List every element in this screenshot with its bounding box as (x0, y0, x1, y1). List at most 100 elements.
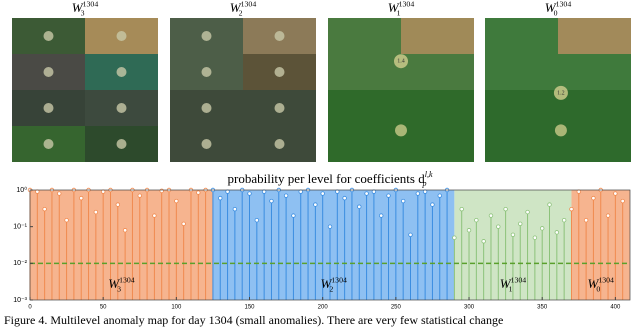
stem-head (254, 218, 260, 223)
sup: 1304 (598, 275, 614, 284)
stem-head (605, 213, 611, 218)
sub: 2 (329, 284, 333, 293)
stem-head (532, 235, 538, 240)
stem-head (181, 221, 186, 226)
stem-head (42, 206, 47, 212)
math-label: W1304 0 (545, 0, 572, 17)
base: W (230, 0, 242, 15)
base: W (500, 276, 512, 291)
plot-frame (29, 189, 631, 301)
stem-head (57, 191, 62, 196)
region-dot (274, 139, 285, 149)
math-label: W1304 0 (588, 275, 615, 293)
image-tile (328, 126, 401, 162)
y-tick-label: 10⁻³ (13, 297, 27, 304)
title-sup: l,k (425, 170, 433, 179)
sup: 1304 (83, 0, 99, 8)
image-tile (401, 126, 474, 162)
region-dot (201, 139, 212, 149)
region-dot (43, 139, 54, 149)
image-tile (401, 18, 474, 54)
sub: 0 (554, 8, 558, 17)
marker (395, 124, 407, 137)
caption: Figure 4. Multilevel anomaly map for day… (4, 313, 503, 327)
sub: 2 (239, 8, 243, 17)
stem-head (408, 232, 413, 238)
sub: 1 (397, 8, 401, 17)
stem-head (613, 191, 618, 196)
stem-head (386, 193, 391, 198)
stem-head (488, 213, 494, 218)
stem-head (93, 209, 99, 215)
region-dot (43, 103, 54, 113)
x-tick-label: 400 (610, 305, 621, 311)
math-label: W1304 1 (500, 275, 527, 293)
x-tick-label: 200 (318, 305, 329, 311)
title-text: probability per level for coefficients d (228, 171, 426, 186)
stem-head (79, 195, 84, 201)
stem-head (225, 189, 230, 194)
stem-head (122, 228, 128, 233)
stem-head (159, 188, 164, 194)
stem-head (64, 218, 69, 223)
stem-head (218, 195, 223, 201)
y-tick-label: 10⁰ (16, 186, 27, 194)
stem-head (474, 218, 479, 223)
region-dot (116, 139, 127, 149)
region-dot (43, 67, 54, 77)
stem-head (554, 230, 560, 235)
chart-title: probability per level for coefficients d… (228, 170, 433, 188)
stem-head (481, 239, 486, 244)
stem-head (561, 218, 567, 223)
stem-head (320, 191, 325, 196)
stem-head (335, 189, 340, 194)
x-tick-label: 150 (245, 305, 256, 311)
stem-head (620, 198, 625, 204)
sup: 1304 (241, 0, 257, 8)
base: W (388, 0, 400, 15)
region-dot (201, 31, 212, 41)
x-tick-label: 300 (464, 305, 475, 311)
stem-head (115, 202, 121, 207)
stem-head (357, 204, 362, 209)
stem-head (174, 198, 179, 204)
region-dot (116, 103, 127, 113)
stem-head (430, 202, 435, 207)
region-dot (116, 31, 127, 41)
region-dot (274, 31, 285, 41)
math-label: W1304 3 (108, 275, 135, 293)
base: W (108, 276, 120, 291)
region-dot (201, 103, 212, 113)
stem-head (583, 218, 589, 223)
stem-head (247, 191, 252, 196)
region-dot (274, 67, 285, 77)
stem-head (196, 190, 201, 195)
x-tick-label: 100 (171, 305, 182, 311)
stem-head (291, 213, 296, 218)
sup: 1304 (511, 275, 527, 284)
stem-head (518, 221, 523, 226)
stem-head (152, 213, 157, 218)
image-tile (485, 18, 558, 54)
image-tile (328, 18, 401, 54)
image-tile (401, 54, 474, 90)
stem-head (35, 189, 40, 194)
stem-head (466, 228, 472, 233)
region-dot (116, 67, 127, 77)
stem-head (283, 193, 289, 198)
stem-head (459, 206, 464, 212)
stem-head (364, 191, 369, 196)
region-dot (201, 67, 212, 77)
image-tile (328, 90, 401, 126)
math-label: W1304 2 (320, 275, 347, 293)
base: W (320, 276, 332, 291)
math-label: W1304 1 (388, 0, 415, 17)
stem-head (525, 209, 530, 215)
title-sub: p (422, 179, 427, 188)
stem-head (298, 189, 303, 194)
stem-head (137, 193, 142, 198)
stem-head (379, 213, 384, 218)
stem-head (437, 193, 442, 198)
image-tile (485, 90, 558, 126)
